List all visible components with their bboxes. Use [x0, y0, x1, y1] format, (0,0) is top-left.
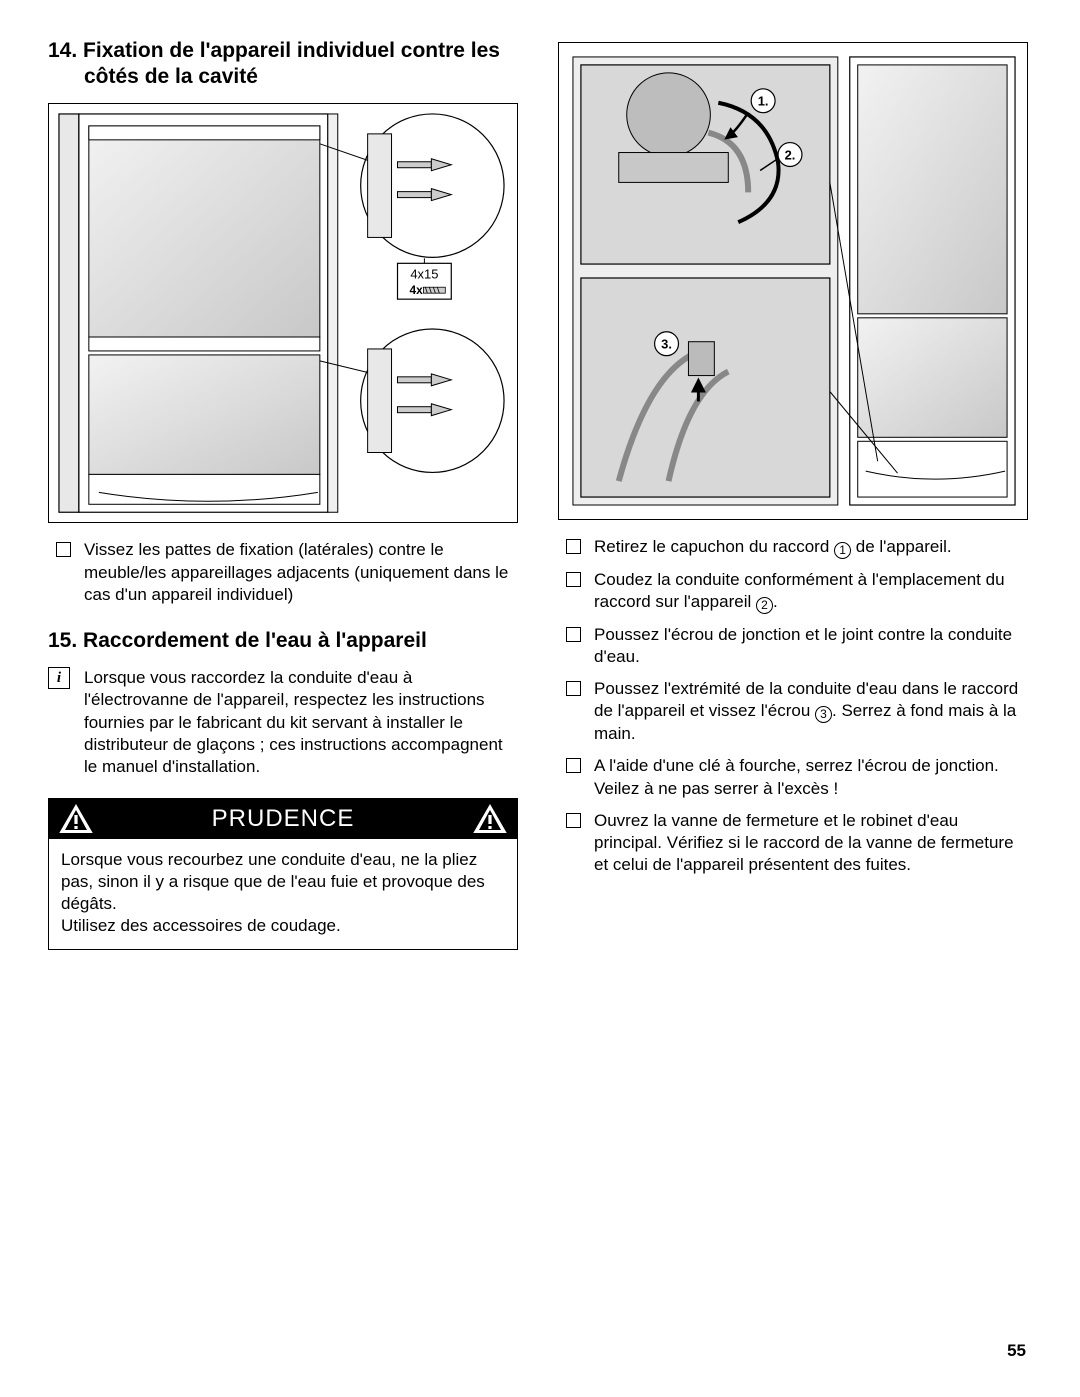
- section15-steps: Retirez le capuchon du raccord 1 de l'ap…: [558, 536, 1028, 876]
- section14-bullet: Vissez les pattes de fixation (latérales…: [84, 539, 518, 605]
- prudence-line1: Lorsque vous recourbez une conduite d'ea…: [61, 849, 505, 915]
- figure-14: 4x15 4x: [48, 103, 518, 523]
- list-item: Coudez la conduite conformément à l'empl…: [594, 569, 1028, 614]
- section14-list: Vissez les pattes de fixation (latérales…: [48, 539, 518, 605]
- left-column: 14. Fixation de l'appareil individuel co…: [48, 38, 518, 970]
- warning-triangle-icon: [473, 804, 507, 834]
- section15-info-text: Lorsque vous raccordez la conduite d'eau…: [84, 668, 503, 775]
- section15-number: 15.: [48, 629, 77, 652]
- svg-text:4x15: 4x15: [410, 266, 438, 281]
- warning-triangle-icon: [59, 804, 93, 834]
- list-item: Poussez l'extrémité de la conduite d'eau…: [594, 678, 1028, 745]
- section15-info: i Lorsque vous raccordez la conduite d'e…: [48, 667, 518, 777]
- prudence-line2: Utilisez des accessoires de coudage.: [61, 915, 505, 937]
- info-icon: i: [48, 667, 70, 689]
- page-number: 55: [1007, 1341, 1026, 1361]
- list-item: Retirez le capuchon du raccord 1 de l'ap…: [594, 536, 1028, 559]
- list-item: A l'aide d'une clé à fourche, serrez l'é…: [594, 755, 1028, 799]
- prudence-body: Lorsque vous recourbez une conduite d'ea…: [49, 839, 517, 949]
- section15-heading: 15. Raccordement de l'eau à l'appareil: [48, 628, 518, 654]
- list-item: Ouvrez la vanne de fermeture et le robin…: [594, 810, 1028, 876]
- section14-heading: 14. Fixation de l'appareil individuel co…: [48, 38, 518, 89]
- prudence-title: PRUDENCE: [212, 805, 355, 833]
- figure-15: 1. 2. 3.: [558, 42, 1028, 520]
- circled-1: 1: [834, 542, 851, 559]
- section14-title: Fixation de l'appareil individuel contre…: [83, 39, 500, 88]
- prudence-header: PRUDENCE: [49, 799, 517, 839]
- list-item: Poussez l'écrou de jonction et le joint …: [594, 624, 1028, 668]
- right-column: 1. 2. 3.: [558, 38, 1028, 970]
- circled-3: 3: [815, 706, 832, 723]
- section15-title: Raccordement de l'eau à l'appareil: [83, 629, 427, 652]
- prudence-box: PRUDENCE Lorsque vous recourbez une cond…: [48, 798, 518, 950]
- section14-number: 14.: [48, 39, 77, 62]
- svg-text:3.: 3.: [661, 337, 672, 352]
- circled-2: 2: [756, 597, 773, 614]
- svg-text:1.: 1.: [758, 94, 769, 109]
- svg-text:4x: 4x: [409, 283, 423, 297]
- svg-text:2.: 2.: [785, 147, 796, 162]
